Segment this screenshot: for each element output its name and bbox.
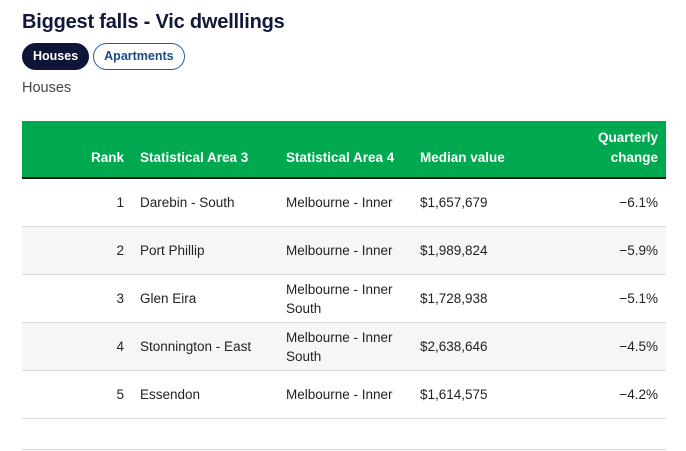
table-widget: Biggest falls - Vic dwelllings Houses Ap… bbox=[22, 8, 666, 419]
cell-quarterly-change: −4.5% bbox=[578, 322, 666, 371]
cell-sa4: Melbourne - Inner South bbox=[278, 322, 412, 371]
cell-median-value: $2,638,646 bbox=[412, 322, 578, 371]
column-header-sa4[interactable]: Statistical Area 4 bbox=[278, 121, 412, 179]
table-row: 1 Darebin - South Melbourne - Inner $1,6… bbox=[22, 178, 666, 227]
falls-table: Rank Statistical Area 3 Statistical Area… bbox=[22, 121, 666, 419]
cell-rank: 4 bbox=[22, 322, 132, 371]
cell-median-value: $1,728,938 bbox=[412, 274, 578, 323]
tab-houses[interactable]: Houses bbox=[22, 43, 90, 70]
bottom-divider bbox=[22, 449, 666, 450]
column-header-sa3[interactable]: Statistical Area 3 bbox=[132, 121, 278, 179]
table-header-row: Rank Statistical Area 3 Statistical Area… bbox=[22, 121, 666, 179]
table-row: 2 Port Phillip Melbourne - Inner $1,989,… bbox=[22, 226, 666, 275]
cell-rank: 3 bbox=[22, 274, 132, 323]
cell-rank: 1 bbox=[22, 178, 132, 227]
cell-quarterly-change: −5.1% bbox=[578, 274, 666, 323]
cell-rank: 5 bbox=[22, 370, 132, 419]
column-header-rank[interactable]: Rank bbox=[22, 121, 132, 179]
column-header-median-value[interactable]: Median value bbox=[412, 121, 578, 179]
cell-median-value: $1,614,575 bbox=[412, 370, 578, 419]
cell-sa3: Stonnington - East bbox=[132, 322, 278, 371]
cell-sa3: Glen Eira bbox=[132, 274, 278, 323]
table-row: 3 Glen Eira Melbourne - Inner South $1,7… bbox=[22, 274, 666, 323]
cell-sa3: Darebin - South bbox=[132, 178, 278, 227]
cell-sa3: Essendon bbox=[132, 370, 278, 419]
cell-quarterly-change: −6.1% bbox=[578, 178, 666, 227]
table-subtitle: Houses bbox=[22, 80, 72, 96]
cell-rank: 2 bbox=[22, 226, 132, 275]
cell-sa4: Melbourne - Inner bbox=[278, 370, 412, 419]
cell-sa4: Melbourne - Inner South bbox=[278, 274, 412, 323]
cell-quarterly-change: −4.2% bbox=[578, 370, 666, 419]
tab-apartments[interactable]: Apartments bbox=[93, 43, 185, 70]
cell-sa4: Melbourne - Inner bbox=[278, 226, 412, 275]
dwelling-type-tabs: Houses Apartments bbox=[22, 43, 666, 70]
cell-median-value: $1,657,679 bbox=[412, 178, 578, 227]
cell-sa3: Port Phillip bbox=[132, 226, 278, 275]
column-header-quarterly-change[interactable]: Quarterly change bbox=[578, 121, 666, 179]
cell-sa4: Melbourne - Inner bbox=[278, 178, 412, 227]
table-row: 5 Essendon Melbourne - Inner $1,614,575 … bbox=[22, 370, 666, 419]
table-row: 4 Stonnington - East Melbourne - Inner S… bbox=[22, 322, 666, 371]
page-title: Biggest falls - Vic dwelllings bbox=[22, 11, 285, 33]
cell-quarterly-change: −5.9% bbox=[578, 226, 666, 275]
cell-median-value: $1,989,824 bbox=[412, 226, 578, 275]
